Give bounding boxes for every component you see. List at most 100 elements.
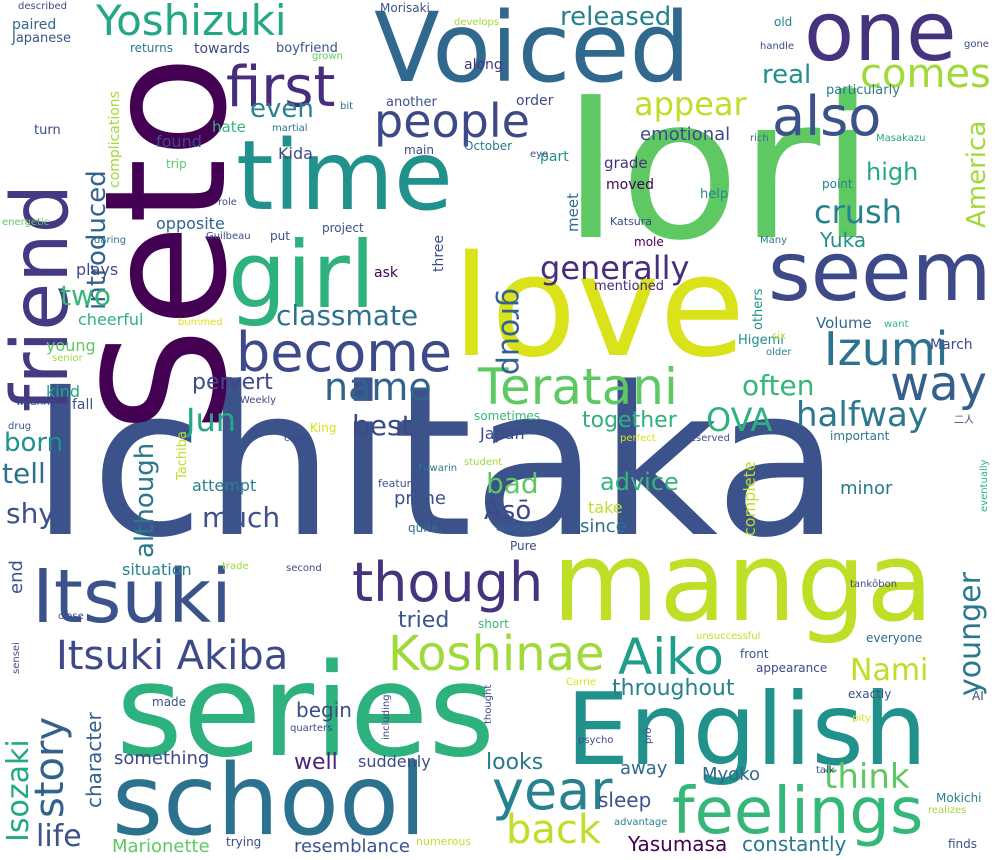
- word: much: [202, 501, 281, 534]
- word: released: [560, 2, 672, 32]
- word: wearing: [16, 397, 57, 408]
- word: outlook: [496, 523, 534, 534]
- word: made: [152, 695, 187, 709]
- word: Iori: [562, 56, 875, 284]
- word: drug: [8, 421, 32, 432]
- word: sensei: [11, 642, 22, 674]
- word: advantage: [614, 817, 668, 828]
- word: opposite: [156, 214, 225, 233]
- word: grade: [604, 154, 648, 172]
- word: October: [464, 139, 513, 153]
- word: Izumi: [824, 322, 949, 376]
- word: love: [452, 226, 746, 389]
- word: plays: [76, 260, 119, 279]
- word: martial: [272, 123, 308, 134]
- word: ask: [374, 265, 398, 281]
- word: moved: [606, 177, 654, 193]
- word: situation: [122, 560, 192, 579]
- word: gone: [964, 39, 989, 50]
- word: even: [250, 94, 314, 124]
- word: fall: [72, 397, 94, 413]
- word: Japan: [480, 424, 525, 443]
- word: prone: [394, 488, 446, 509]
- word: together: [582, 408, 677, 433]
- word: Jun: [186, 401, 236, 439]
- word: take: [588, 498, 623, 517]
- word: meet: [564, 193, 582, 232]
- word: Teratani: [478, 358, 678, 416]
- word: March: [930, 337, 973, 353]
- word: trying: [226, 835, 262, 849]
- word: Ichitaka: [30, 343, 841, 583]
- word: younger: [953, 572, 988, 696]
- word: name: [324, 365, 432, 409]
- word: cheerful: [78, 310, 144, 329]
- word: role: [218, 197, 237, 208]
- word: found: [156, 132, 202, 151]
- word: case: [284, 433, 307, 444]
- word: Fuwarin: [418, 463, 458, 474]
- word: part: [540, 149, 569, 165]
- word: Aiko: [618, 628, 724, 686]
- word: unsuccessful: [696, 631, 761, 642]
- word: constantly: [742, 832, 847, 856]
- word: well: [294, 750, 338, 775]
- word: crush: [814, 193, 902, 231]
- word: important: [830, 429, 890, 443]
- word: year: [492, 759, 613, 822]
- word: eye: [530, 149, 549, 160]
- word: featuring: [378, 477, 429, 490]
- word: emotional: [640, 124, 731, 145]
- word: along: [464, 57, 503, 73]
- word: old: [774, 15, 793, 29]
- word: one: [804, 0, 957, 80]
- word: grown: [312, 51, 343, 62]
- word: Myoko: [702, 764, 760, 785]
- word: time: [236, 120, 453, 232]
- word: school: [112, 744, 427, 858]
- word: become: [236, 321, 453, 384]
- word: away: [620, 758, 668, 779]
- word: daring: [94, 235, 127, 246]
- word: energetic: [2, 217, 50, 228]
- word: feelings: [672, 775, 924, 849]
- word: described: [18, 1, 67, 12]
- word: way: [890, 356, 988, 412]
- word: finds: [948, 837, 978, 851]
- word: Asō: [484, 496, 532, 526]
- word: develops: [454, 17, 500, 28]
- word: Weekly: [240, 395, 277, 406]
- word: pervert: [192, 370, 273, 395]
- word: complications: [107, 91, 123, 188]
- word: Koshinae: [388, 626, 605, 682]
- word: Many: [760, 235, 788, 246]
- word: group: [494, 288, 529, 376]
- word: realizes: [928, 805, 967, 816]
- word: Mokichi: [936, 791, 982, 805]
- word: Itsuki Akiba: [56, 633, 289, 679]
- word: Isozaki: [1, 739, 36, 842]
- word: trade: [222, 561, 249, 572]
- word: although: [130, 442, 160, 558]
- word: Higemi: [738, 333, 784, 348]
- word: Kida: [278, 144, 313, 163]
- word: OVA: [706, 401, 773, 439]
- word: senior: [52, 353, 83, 364]
- word: Itsuki: [32, 554, 232, 640]
- word: Japanese: [12, 31, 72, 46]
- word: best: [352, 409, 413, 442]
- word: life: [36, 819, 82, 854]
- word: mole: [634, 235, 664, 249]
- word: Guilbeau: [206, 231, 251, 242]
- word: help: [700, 187, 729, 202]
- word: real: [762, 60, 812, 90]
- word: thought: [483, 684, 494, 724]
- word: manga: [552, 518, 934, 646]
- word: also: [772, 85, 882, 148]
- word: another: [386, 95, 437, 110]
- word: psycho: [578, 735, 614, 746]
- word: think: [824, 757, 910, 797]
- word: project: [322, 221, 364, 235]
- word: though: [352, 551, 544, 614]
- word: eventually: [979, 459, 990, 512]
